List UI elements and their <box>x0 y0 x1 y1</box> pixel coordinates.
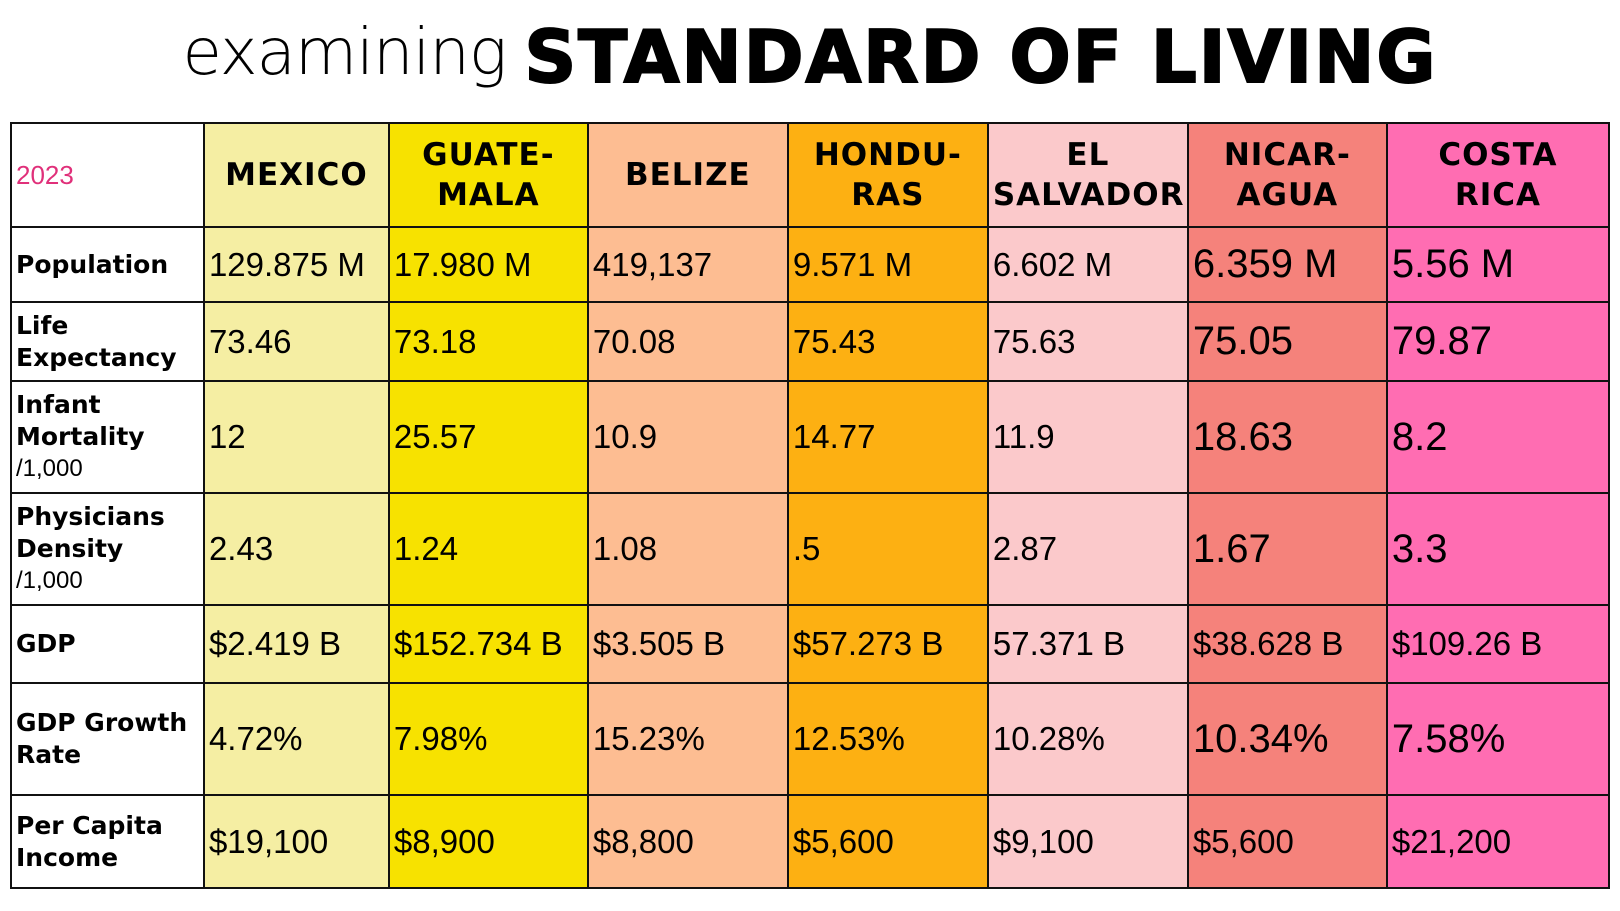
table-cell: 73.46 <box>202 301 390 382</box>
table-cell: 75.05 <box>1186 301 1388 382</box>
country-header-mexico: MEXICO <box>202 122 390 228</box>
year-label: 2023 <box>10 122 205 228</box>
table-cell: 25.57 <box>387 380 589 494</box>
table-cell: 4.72% <box>202 682 390 796</box>
table-cell: $57.273 B <box>786 604 989 684</box>
table-row-per-capita-income: Per Capita Income $19,100 $8,900 $8,800 … <box>10 794 1611 889</box>
table-cell: 129.875 M <box>202 226 390 303</box>
table-row-population: Population 129.875 M 17.980 M 419,137 9.… <box>10 226 1611 303</box>
table-cell: $5,600 <box>1186 794 1388 889</box>
table-cell: $109.26 B <box>1385 604 1611 684</box>
country-header-belize: BELIZE <box>586 122 789 228</box>
table-cell: 18.63 <box>1186 380 1388 494</box>
table-cell: 70.08 <box>586 301 789 382</box>
table-cell: 14.77 <box>786 380 989 494</box>
table-cell: $152.734 B <box>387 604 589 684</box>
table-cell: $5,600 <box>786 794 989 889</box>
row-unit: /1,000 <box>16 567 83 594</box>
table-cell: 3.3 <box>1385 492 1611 606</box>
country-header-costa-rica: COSTA RICA <box>1385 122 1611 228</box>
table-cell: 6.602 M <box>986 226 1189 303</box>
table-cell: $8,800 <box>586 794 789 889</box>
table-row-gdp-growth-rate: GDP Growth Rate 4.72% 7.98% 15.23% 12.53… <box>10 682 1611 796</box>
table-cell: $38.628 B <box>1186 604 1388 684</box>
table-cell: 12 <box>202 380 390 494</box>
table-cell: 10.9 <box>586 380 789 494</box>
country-header-nicaragua: NICAR- AGUA <box>1186 122 1388 228</box>
table-cell: 79.87 <box>1385 301 1611 382</box>
table-cell: 75.43 <box>786 301 989 382</box>
row-label-text: Infant Mortality <box>16 390 145 451</box>
table-cell: 12.53% <box>786 682 989 796</box>
row-label-text: GDP <box>16 629 76 658</box>
title-main-text: Standard of Living <box>523 14 1438 100</box>
title-script-text: examining <box>182 16 508 90</box>
table-cell: 5.56 M <box>1385 226 1611 303</box>
row-label-text: Life Expectancy <box>16 310 177 372</box>
table-row-infant-mortality: Infant Mortality/1,000 12 25.57 10.9 14.… <box>10 380 1611 494</box>
table-cell: 10.28% <box>986 682 1189 796</box>
table-cell: $9,100 <box>986 794 1189 889</box>
country-header-honduras: HONDU- RAS <box>786 122 989 228</box>
row-label: Per Capita Income <box>10 794 205 889</box>
table-cell: 1.67 <box>1186 492 1388 606</box>
header-row: 2023 MEXICO GUATE- MALA BELIZE HONDU- RA… <box>10 122 1611 228</box>
table-cell: 8.2 <box>1385 380 1611 494</box>
table-cell: .5 <box>786 492 989 606</box>
table-cell: $8,900 <box>387 794 589 889</box>
table-cell: 75.63 <box>986 301 1189 382</box>
table-cell: 73.18 <box>387 301 589 382</box>
table-cell: 2.43 <box>202 492 390 606</box>
table-cell: 17.980 M <box>387 226 589 303</box>
page-title: examining Standard of Living <box>0 0 1620 118</box>
table-cell: 11.9 <box>986 380 1189 494</box>
row-label: GDP Growth Rate <box>10 682 205 796</box>
table-row-gdp: GDP $2.419 B $152.734 B $3.505 B $57.273… <box>10 604 1611 684</box>
row-unit: /1,000 <box>16 455 83 482</box>
table-cell: 15.23% <box>586 682 789 796</box>
table-cell: 2.87 <box>986 492 1189 606</box>
table-row-life-expectancy: Life Expectancy 73.46 73.18 70.08 75.43 … <box>10 301 1611 382</box>
row-label: Population <box>10 226 205 303</box>
table-cell: $2.419 B <box>202 604 390 684</box>
table-cell: 7.98% <box>387 682 589 796</box>
row-label: Physicians Density/1,000 <box>10 492 205 606</box>
row-label: Infant Mortality/1,000 <box>10 380 205 494</box>
table-cell: 7.58% <box>1385 682 1611 796</box>
row-label: GDP <box>10 604 205 684</box>
country-header-guatemala: GUATE- MALA <box>387 122 589 228</box>
table-row-physicians-density: Physicians Density/1,000 2.43 1.24 1.08 … <box>10 492 1611 606</box>
row-label-text: Physicians Density <box>16 502 165 563</box>
row-label-text: GDP Growth Rate <box>16 708 188 769</box>
table-cell: 9.571 M <box>786 226 989 303</box>
table-cell: $19,100 <box>202 794 390 889</box>
row-label-text: Population <box>16 249 169 279</box>
table-cell: $21,200 <box>1385 794 1611 889</box>
table-cell: $3.505 B <box>586 604 789 684</box>
row-label: Life Expectancy <box>10 301 205 382</box>
country-header-el-salvador: EL SALVADOR <box>986 122 1189 228</box>
table-cell: 419,137 <box>586 226 789 303</box>
table-cell: 6.359 M <box>1186 226 1388 303</box>
standard-of-living-table: 2023 MEXICO GUATE- MALA BELIZE HONDU- RA… <box>10 122 1611 889</box>
row-label-text: Per Capita Income <box>16 810 163 872</box>
table-cell: 1.24 <box>387 492 589 606</box>
table-cell: 10.34% <box>1186 682 1388 796</box>
table-cell: 1.08 <box>586 492 789 606</box>
table-cell: 57.371 B <box>986 604 1189 684</box>
